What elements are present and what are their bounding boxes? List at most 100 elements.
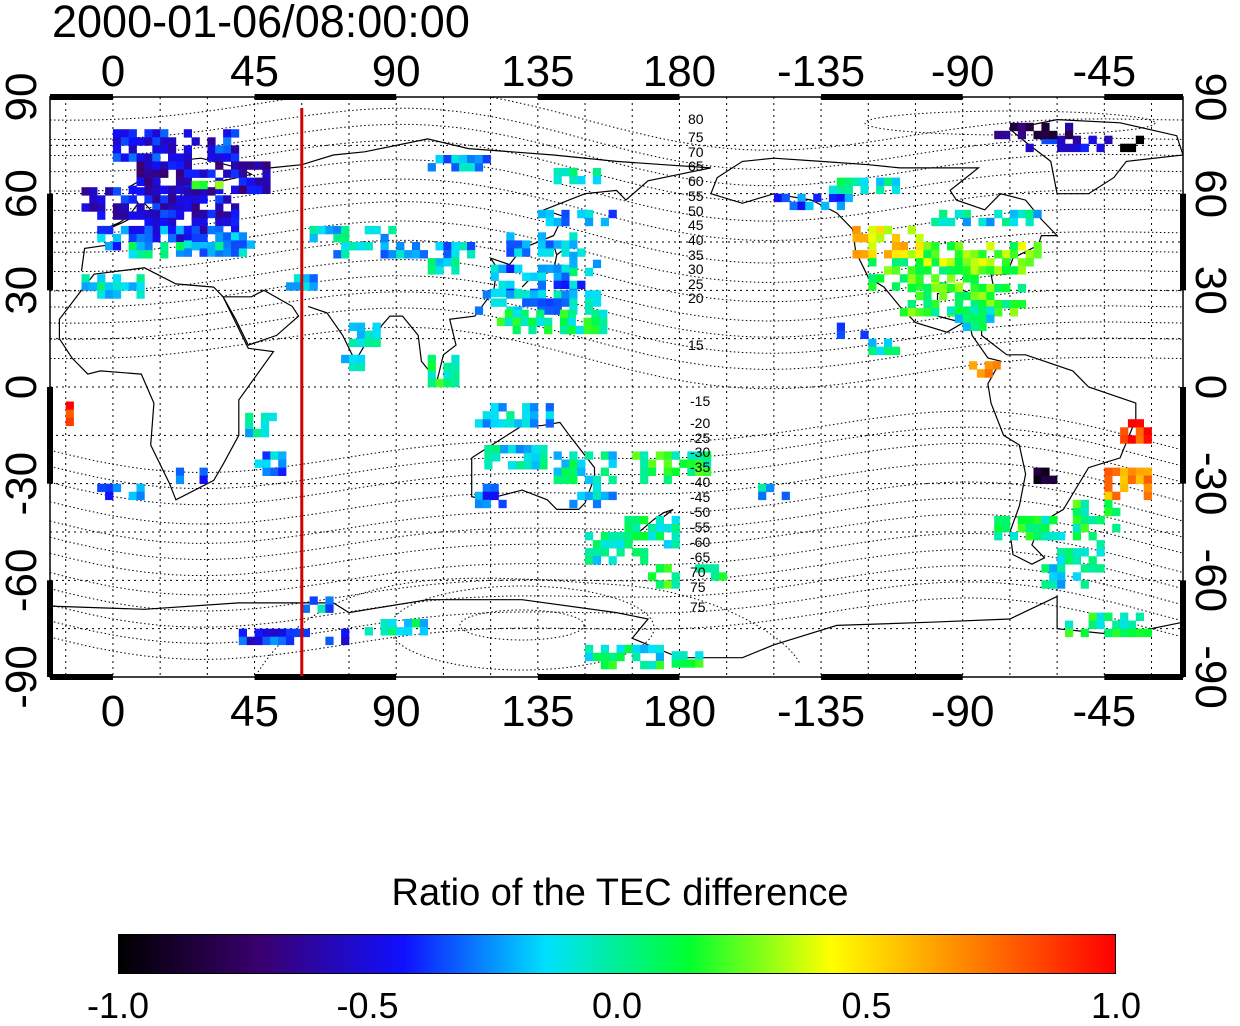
tec-cell [1049, 515, 1058, 525]
tec-cell [191, 242, 200, 251]
tec-cell [559, 317, 569, 327]
tec-cell [1057, 572, 1066, 581]
tec-cell [254, 185, 263, 194]
tec-cell [1127, 475, 1137, 484]
tec-cell [309, 596, 318, 605]
y-tick-label-right: -90 [1186, 645, 1235, 709]
frame-bar [50, 674, 113, 680]
tec-cell [1057, 532, 1066, 541]
tec-cell [978, 306, 987, 315]
tec-cell [915, 242, 924, 251]
contour-label: 20 [688, 290, 704, 306]
tec-cell [199, 242, 208, 251]
tec-cell [939, 217, 948, 227]
contour-labels: 8075706560555045403530252015-15-20-25-30… [688, 111, 710, 615]
tec-cell [868, 338, 877, 348]
tec-cell [231, 248, 240, 257]
tec-cell [498, 288, 507, 298]
tec-cell [215, 180, 224, 190]
tec-cell [231, 240, 240, 249]
tec-cell [522, 298, 531, 307]
tec-cell [1080, 548, 1089, 557]
tec-cell [608, 475, 617, 484]
tec-cell [482, 491, 491, 501]
tec-cell [813, 193, 822, 203]
tec-cell [923, 258, 932, 267]
tec-cell [490, 483, 499, 493]
tec-cell [962, 314, 971, 323]
tec-cell [270, 628, 279, 638]
tec-cell [632, 515, 641, 525]
tec-cell [569, 290, 578, 299]
tec-cell [679, 651, 688, 660]
contour-label: 25 [688, 276, 704, 292]
tec-cell [994, 266, 1003, 275]
tec-cell [120, 195, 129, 204]
tec-cell [1025, 143, 1034, 153]
frame-bar [1180, 580, 1186, 677]
south-pole-contour [459, 609, 585, 641]
tec-cell [671, 540, 680, 549]
tec-cell [128, 195, 137, 204]
tec-cell [860, 233, 869, 243]
tec-cell [160, 137, 169, 146]
tec-cell [380, 242, 389, 251]
tec-cell [160, 209, 169, 219]
tec-cell [1080, 564, 1089, 573]
tec-cell [152, 195, 161, 204]
tec-cell [907, 266, 916, 275]
tec-cell [663, 451, 672, 460]
tec-cell [112, 274, 122, 283]
tec-cell [1017, 122, 1026, 132]
tec-cell [1017, 515, 1026, 525]
tec-cell [1127, 628, 1137, 638]
contour-label: 70 [690, 564, 706, 580]
tec-cell [128, 211, 137, 220]
tec-cell [1049, 475, 1058, 484]
tec-cell [1080, 143, 1089, 153]
tec-cell [175, 467, 185, 476]
tec-cell [238, 240, 247, 249]
tec-cell [592, 556, 602, 565]
tec-cell [530, 272, 539, 281]
tec-cell [1080, 515, 1089, 525]
tec-cell [168, 203, 177, 212]
tec-cell [592, 167, 602, 177]
tec-cell [396, 250, 405, 259]
tec-cell [931, 258, 940, 267]
tec-cell [970, 258, 979, 267]
tec-cell [828, 193, 838, 203]
tec-cell [1072, 515, 1081, 525]
tec-cell [531, 453, 540, 462]
tec-cell [978, 250, 987, 259]
tec-cell [970, 266, 979, 275]
contour-label: 35 [688, 247, 704, 263]
tec-cell [970, 314, 979, 323]
tec-cell [223, 240, 232, 249]
tec-cell [931, 300, 940, 309]
tec-cell [260, 420, 270, 430]
tec-cell [1002, 250, 1011, 259]
tec-cell [152, 177, 161, 186]
tec-cell [1033, 523, 1042, 533]
tec-cell [168, 145, 177, 154]
tec-cell [1135, 612, 1144, 621]
tec-cell [97, 225, 106, 235]
tec-cell [245, 428, 254, 438]
tec-cell [915, 308, 924, 317]
tec-cell [451, 378, 460, 388]
frame-bar [537, 94, 680, 100]
tec-cell [520, 317, 529, 327]
contour-label: -50 [690, 504, 710, 520]
tec-cell [530, 290, 539, 299]
tec-cell [868, 242, 877, 251]
frame-tick-bars [47, 94, 1186, 680]
tec-cell [899, 258, 908, 267]
tec-cell [341, 636, 350, 646]
tec-cell [105, 290, 114, 299]
tec-cell [175, 225, 185, 235]
tec-cell [356, 354, 366, 364]
tec-cell [435, 242, 444, 251]
tec-cell [199, 475, 208, 484]
tec-cell [923, 291, 932, 301]
